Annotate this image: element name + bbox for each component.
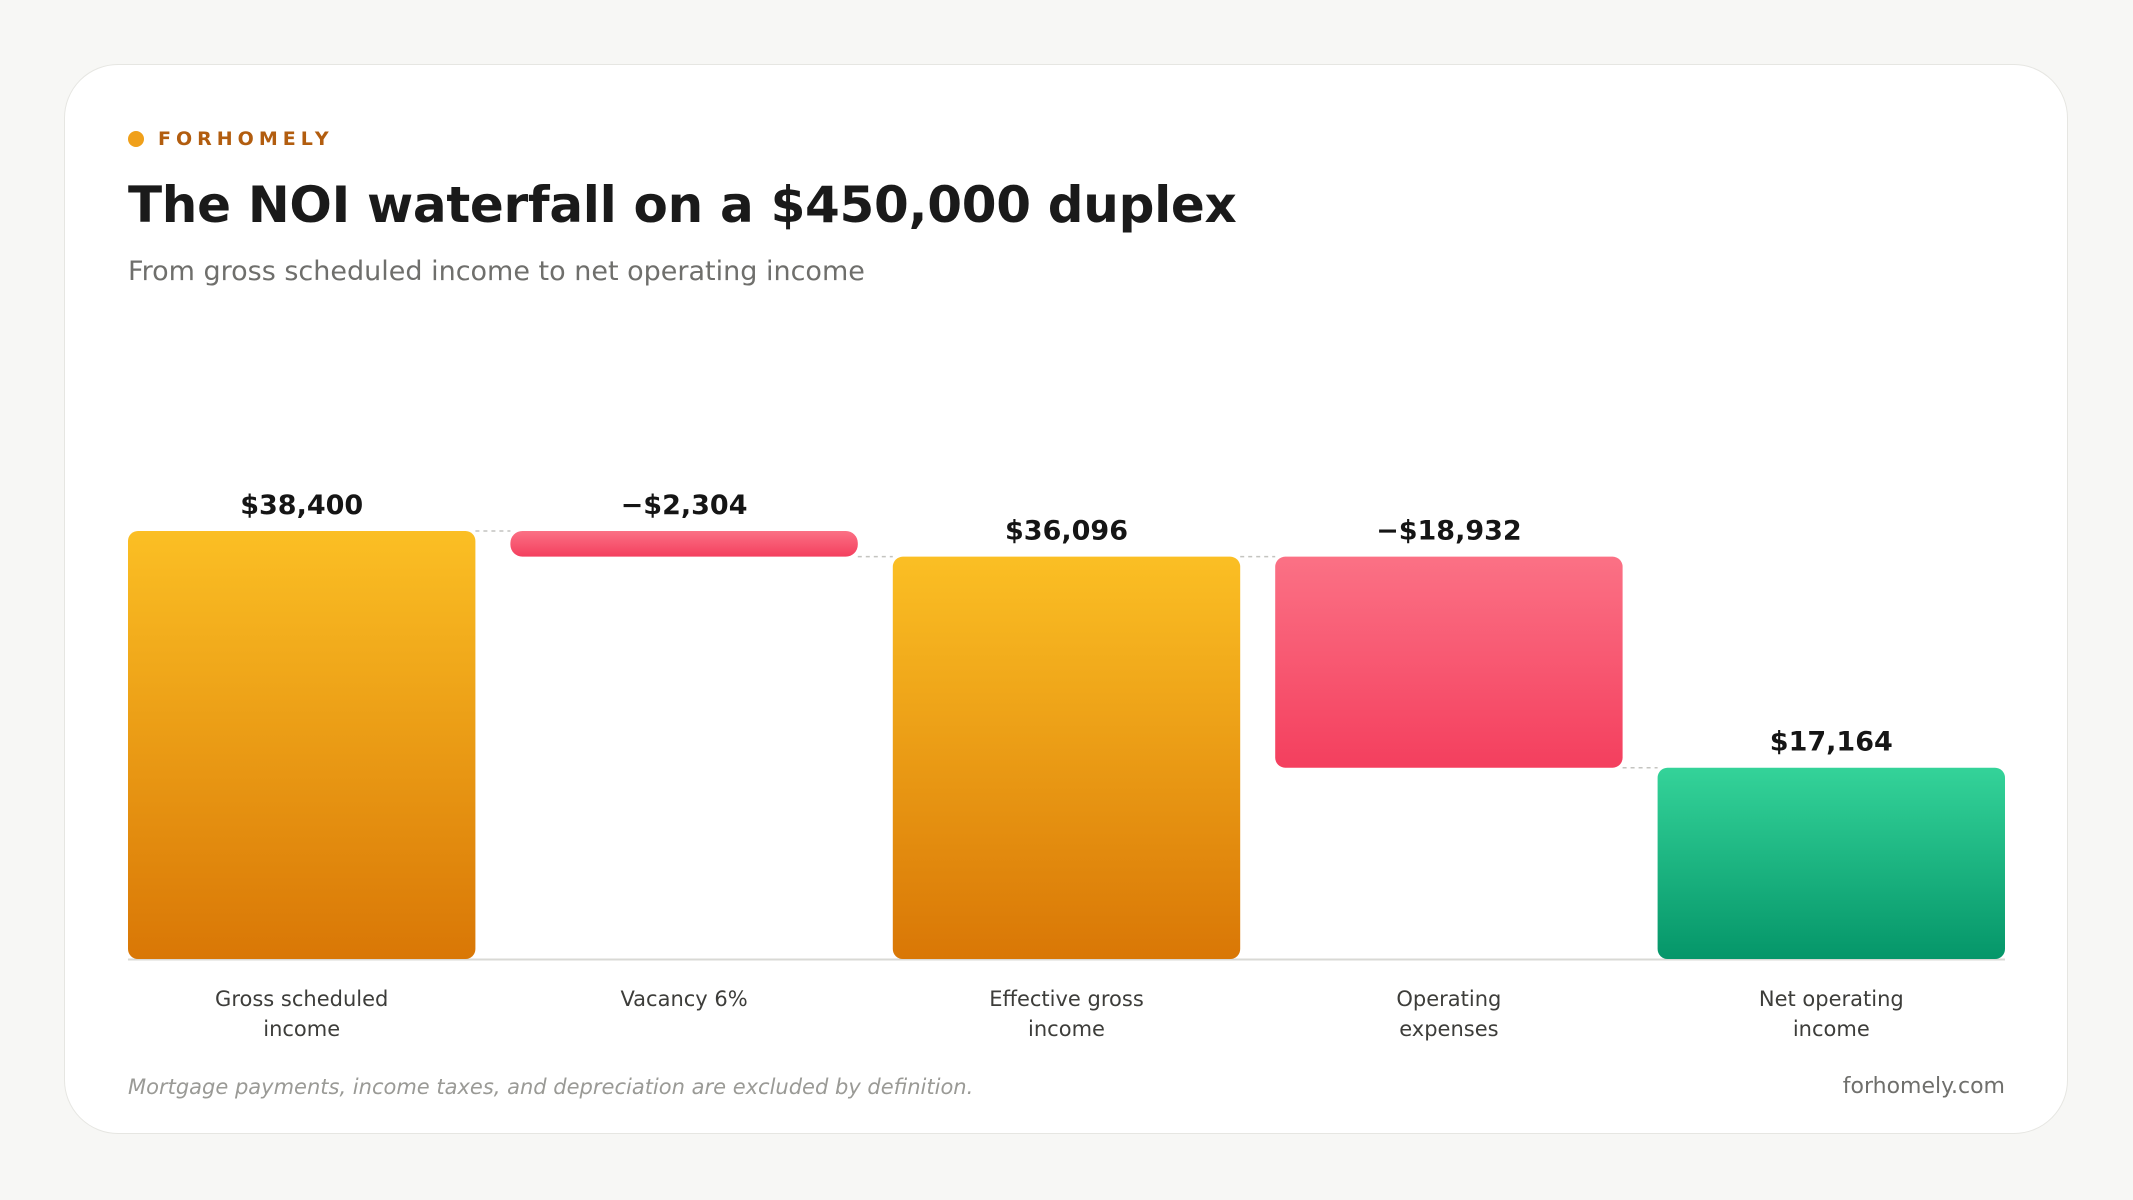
category-label: income	[1793, 1017, 1870, 1041]
brand-dot-icon	[128, 131, 144, 147]
category-label: Vacancy 6%	[620, 987, 747, 1011]
site-url: forhomely.com	[1842, 1074, 2005, 1099]
data-label: −$2,304	[621, 490, 748, 521]
bar-4	[1275, 556, 1623, 768]
bar-5	[1657, 767, 2005, 959]
category-label: income	[263, 1017, 340, 1041]
category-label: Effective gross	[989, 987, 1144, 1011]
bar-3	[892, 556, 1241, 959]
category-label: income	[1028, 1017, 1105, 1041]
category-label: expenses	[1399, 1017, 1498, 1041]
brand: FORHOMELY	[128, 128, 334, 150]
chart-title: The NOI waterfall on a $450,000 duplex	[128, 176, 1237, 234]
brand-name: FORHOMELY	[158, 128, 334, 150]
data-label: $38,400	[240, 490, 363, 521]
category-label: Net operating	[1759, 987, 1904, 1011]
footnote: Mortgage payments, income taxes, and dep…	[128, 1075, 974, 1099]
bar-1	[128, 531, 476, 959]
chart-subtitle: From gross scheduled income to net opera…	[128, 256, 865, 287]
category-label: Gross scheduled	[215, 987, 388, 1011]
category-label: Operating	[1396, 987, 1501, 1011]
bar-2	[510, 531, 858, 557]
data-label: $36,096	[1005, 516, 1128, 547]
data-label: $17,164	[1770, 727, 1893, 758]
data-label: −$18,932	[1376, 516, 1522, 547]
